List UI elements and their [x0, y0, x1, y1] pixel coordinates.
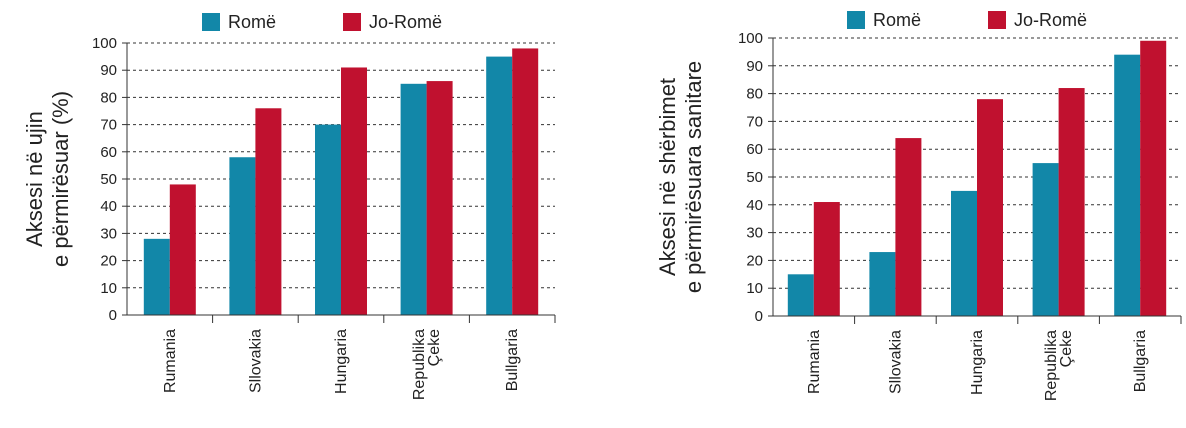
y-tick-label: 90	[746, 58, 763, 75]
y-tick-label: 80	[746, 86, 763, 103]
bar-rome	[486, 56, 513, 315]
x-tick-label: RepublikaÇeke	[411, 329, 443, 400]
y-tick-label: 100	[92, 35, 117, 52]
y-tick-label: 40	[100, 198, 117, 215]
y-tick-label: 20	[746, 252, 763, 269]
y-tick-label: 50	[746, 169, 763, 186]
bar-jo-rome	[813, 202, 840, 316]
x-tick-label: Hungaria	[969, 330, 986, 395]
bar-rome	[315, 124, 341, 315]
y-axis-label: e përmirësuar (%)	[48, 91, 73, 267]
legend-label: Jo-Romë	[1014, 10, 1087, 30]
x-tick-label: Hungaria	[333, 329, 350, 394]
bar-jo-rome	[1140, 40, 1167, 316]
y-tick-label: 30	[100, 225, 117, 242]
bar-jo-rome	[977, 99, 1003, 316]
bar-rome	[143, 238, 170, 315]
legend-label: Romë	[873, 10, 921, 30]
y-tick-label: 0	[109, 307, 117, 324]
legend-swatch	[202, 13, 220, 31]
y-tick-label: 20	[100, 253, 117, 270]
y-tick-label: 70	[100, 117, 117, 134]
bar-jo-rome	[1058, 88, 1085, 316]
y-tick-label: 40	[746, 197, 763, 214]
y-tick-label: 60	[746, 141, 763, 158]
bar-jo-rome	[255, 108, 282, 315]
bar-rome	[787, 274, 814, 316]
legend-swatch	[988, 11, 1006, 29]
x-tick-label: Rumania	[162, 329, 179, 393]
y-tick-label: 10	[100, 280, 117, 297]
y-tick-label: 80	[100, 89, 117, 106]
y-axis-label: Aksesi në ujin	[22, 111, 47, 247]
chart-water-access: 0 10 20 30 40 50 60 70 80 90 100 Rumania Sllovakia Hu…	[22, 12, 556, 400]
y-tick-label: 100	[738, 30, 763, 47]
bar-rome	[1114, 54, 1141, 317]
x-tick-label: Sllovakia	[887, 330, 904, 394]
y-tick-label: 90	[100, 62, 117, 79]
bar-jo-rome	[512, 48, 539, 315]
y-tick-label: 10	[746, 280, 763, 297]
legend-swatch	[847, 11, 865, 29]
bar-jo-rome	[895, 138, 922, 316]
bar-rome	[400, 83, 427, 315]
y-axis-label: Aksesi në shërbimet	[655, 78, 680, 276]
bar-rome	[951, 190, 977, 316]
y-axis-label: e përmirësuara sanitare	[681, 61, 706, 293]
bar-jo-rome	[169, 184, 196, 315]
y-tick-label: 30	[746, 225, 763, 242]
legend-label: Jo-Romë	[369, 12, 442, 32]
chart-sanitation-access: 0 10 20 30 40 50 60 70 80 90 100 Rumania Sllovakia Hu…	[655, 10, 1182, 401]
legend-swatch	[343, 13, 361, 31]
x-tick-label: RepublikaÇeke	[1043, 330, 1075, 401]
bar-jo-rome	[426, 81, 453, 315]
bar-rome	[1032, 163, 1059, 316]
y-tick-label: 0	[755, 308, 763, 325]
bar-rome	[229, 157, 256, 315]
legend-label: Romë	[228, 12, 276, 32]
x-tick-label: Sllovakia	[247, 329, 264, 393]
y-tick-label: 50	[100, 171, 117, 188]
bar-rome	[869, 252, 896, 316]
x-tick-label: Bullgaria	[1132, 330, 1149, 392]
bar-jo-rome	[341, 67, 367, 315]
x-tick-label: Bullgaria	[504, 329, 521, 391]
y-tick-label: 70	[746, 113, 763, 130]
x-tick-label: Rumania	[806, 330, 823, 394]
y-tick-label: 60	[100, 144, 117, 161]
